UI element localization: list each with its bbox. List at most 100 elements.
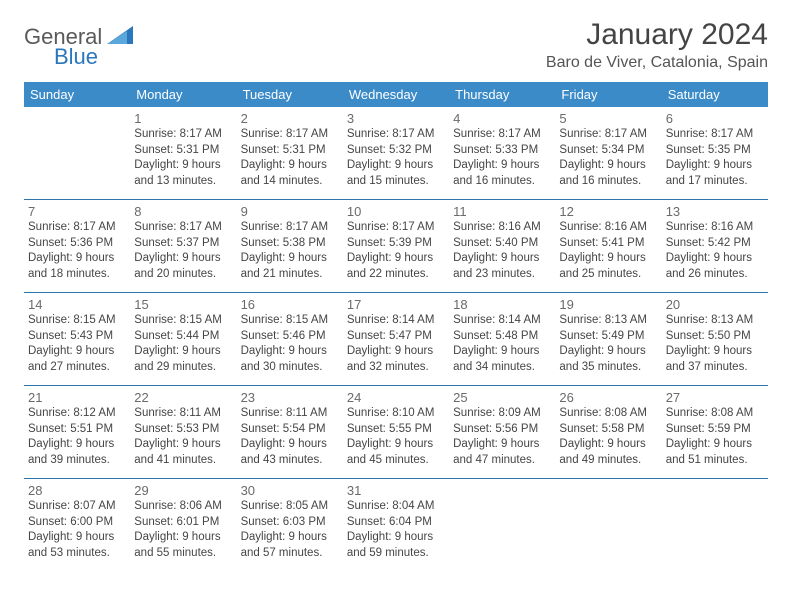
- cell-line-sr: Sunrise: 8:17 AM: [666, 127, 764, 143]
- cell-line-d1: Daylight: 9 hours: [134, 251, 232, 267]
- cell-line-ss: Sunset: 5:47 PM: [347, 329, 445, 345]
- cell-line-sr: Sunrise: 8:09 AM: [453, 406, 551, 422]
- calendar-cell: 28Sunrise: 8:07 AMSunset: 6:00 PMDayligh…: [24, 479, 130, 572]
- calendar-cell: 22Sunrise: 8:11 AMSunset: 5:53 PMDayligh…: [130, 386, 236, 479]
- calendar-cell: 12Sunrise: 8:16 AMSunset: 5:41 PMDayligh…: [555, 200, 661, 293]
- day-number: 10: [347, 204, 445, 219]
- cell-line-sr: Sunrise: 8:12 AM: [28, 406, 126, 422]
- brand-triangle-icon: [107, 26, 133, 49]
- cell-line-ss: Sunset: 5:56 PM: [453, 422, 551, 438]
- cell-line-ss: Sunset: 5:40 PM: [453, 236, 551, 252]
- calendar-cell: 17Sunrise: 8:14 AMSunset: 5:47 PMDayligh…: [343, 293, 449, 386]
- cell-line-d2: and 53 minutes.: [28, 546, 126, 562]
- cell-line-sr: Sunrise: 8:07 AM: [28, 499, 126, 515]
- cell-line-sr: Sunrise: 8:14 AM: [453, 313, 551, 329]
- day-number: 9: [241, 204, 339, 219]
- cell-line-d1: Daylight: 9 hours: [666, 344, 764, 360]
- cell-line-d2: and 51 minutes.: [666, 453, 764, 469]
- cell-line-d2: and 34 minutes.: [453, 360, 551, 376]
- day-number: 13: [666, 204, 764, 219]
- cell-line-d1: Daylight: 9 hours: [134, 158, 232, 174]
- cell-line-sr: Sunrise: 8:17 AM: [241, 220, 339, 236]
- cell-line-sr: Sunrise: 8:15 AM: [28, 313, 126, 329]
- cell-line-ss: Sunset: 5:49 PM: [559, 329, 657, 345]
- cell-line-d2: and 26 minutes.: [666, 267, 764, 283]
- cell-line-sr: Sunrise: 8:13 AM: [666, 313, 764, 329]
- cell-line-d1: Daylight: 9 hours: [347, 344, 445, 360]
- calendar-cell: 7Sunrise: 8:17 AMSunset: 5:36 PMDaylight…: [24, 200, 130, 293]
- cell-line-d1: Daylight: 9 hours: [28, 344, 126, 360]
- cell-line-sr: Sunrise: 8:11 AM: [241, 406, 339, 422]
- cell-line-sr: Sunrise: 8:16 AM: [666, 220, 764, 236]
- day-number: 28: [28, 483, 126, 498]
- cell-line-ss: Sunset: 5:41 PM: [559, 236, 657, 252]
- cell-line-ss: Sunset: 5:53 PM: [134, 422, 232, 438]
- cell-line-d1: Daylight: 9 hours: [453, 344, 551, 360]
- header: General January 2024 Baro de Viver, Cata…: [24, 18, 768, 72]
- day-number: 24: [347, 390, 445, 405]
- cell-line-ss: Sunset: 6:03 PM: [241, 515, 339, 531]
- day-number: 5: [559, 111, 657, 126]
- day-number: 18: [453, 297, 551, 312]
- cell-line-ss: Sunset: 5:46 PM: [241, 329, 339, 345]
- cell-line-d1: Daylight: 9 hours: [453, 158, 551, 174]
- day-number: 11: [453, 204, 551, 219]
- cell-line-ss: Sunset: 5:33 PM: [453, 143, 551, 159]
- cell-line-d2: and 41 minutes.: [134, 453, 232, 469]
- cell-line-d2: and 18 minutes.: [28, 267, 126, 283]
- day-header: Wednesday: [343, 82, 449, 107]
- cell-line-ss: Sunset: 5:36 PM: [28, 236, 126, 252]
- calendar-row: 21Sunrise: 8:12 AMSunset: 5:51 PMDayligh…: [24, 386, 768, 479]
- day-number: 17: [347, 297, 445, 312]
- cell-line-ss: Sunset: 5:37 PM: [134, 236, 232, 252]
- cell-line-sr: Sunrise: 8:08 AM: [666, 406, 764, 422]
- cell-line-sr: Sunrise: 8:13 AM: [559, 313, 657, 329]
- day-number: 25: [453, 390, 551, 405]
- calendar-cell: 16Sunrise: 8:15 AMSunset: 5:46 PMDayligh…: [237, 293, 343, 386]
- calendar-cell: 29Sunrise: 8:06 AMSunset: 6:01 PMDayligh…: [130, 479, 236, 572]
- calendar-cell: 27Sunrise: 8:08 AMSunset: 5:59 PMDayligh…: [662, 386, 768, 479]
- title-block: January 2024 Baro de Viver, Catalonia, S…: [546, 18, 768, 72]
- cell-line-ss: Sunset: 5:31 PM: [134, 143, 232, 159]
- cell-line-ss: Sunset: 5:31 PM: [241, 143, 339, 159]
- cell-line-ss: Sunset: 6:01 PM: [134, 515, 232, 531]
- calendar-cell: 11Sunrise: 8:16 AMSunset: 5:40 PMDayligh…: [449, 200, 555, 293]
- cell-line-d2: and 21 minutes.: [241, 267, 339, 283]
- cell-line-ss: Sunset: 5:58 PM: [559, 422, 657, 438]
- cell-line-d2: and 55 minutes.: [134, 546, 232, 562]
- cell-line-sr: Sunrise: 8:17 AM: [347, 127, 445, 143]
- calendar-cell: [662, 479, 768, 572]
- day-header: Thursday: [449, 82, 555, 107]
- cell-line-d1: Daylight: 9 hours: [666, 437, 764, 453]
- cell-line-ss: Sunset: 5:42 PM: [666, 236, 764, 252]
- cell-line-sr: Sunrise: 8:08 AM: [559, 406, 657, 422]
- cell-line-ss: Sunset: 5:48 PM: [453, 329, 551, 345]
- cell-line-sr: Sunrise: 8:17 AM: [241, 127, 339, 143]
- calendar-cell: 19Sunrise: 8:13 AMSunset: 5:49 PMDayligh…: [555, 293, 661, 386]
- cell-line-ss: Sunset: 5:59 PM: [666, 422, 764, 438]
- day-number: 22: [134, 390, 232, 405]
- day-number: 21: [28, 390, 126, 405]
- cell-line-d1: Daylight: 9 hours: [347, 437, 445, 453]
- cell-line-d1: Daylight: 9 hours: [666, 251, 764, 267]
- calendar-cell: 14Sunrise: 8:15 AMSunset: 5:43 PMDayligh…: [24, 293, 130, 386]
- calendar-cell: 18Sunrise: 8:14 AMSunset: 5:48 PMDayligh…: [449, 293, 555, 386]
- calendar-cell: 31Sunrise: 8:04 AMSunset: 6:04 PMDayligh…: [343, 479, 449, 572]
- cell-line-ss: Sunset: 5:32 PM: [347, 143, 445, 159]
- cell-line-d2: and 47 minutes.: [453, 453, 551, 469]
- cell-line-sr: Sunrise: 8:11 AM: [134, 406, 232, 422]
- day-header: Friday: [555, 82, 661, 107]
- cell-line-sr: Sunrise: 8:17 AM: [134, 127, 232, 143]
- cell-line-sr: Sunrise: 8:17 AM: [453, 127, 551, 143]
- calendar-cell: 21Sunrise: 8:12 AMSunset: 5:51 PMDayligh…: [24, 386, 130, 479]
- cell-line-d1: Daylight: 9 hours: [241, 344, 339, 360]
- brand-part2: Blue: [54, 44, 98, 69]
- cell-line-d2: and 25 minutes.: [559, 267, 657, 283]
- calendar-body: 1Sunrise: 8:17 AMSunset: 5:31 PMDaylight…: [24, 107, 768, 571]
- day-number: 12: [559, 204, 657, 219]
- calendar-row: 7Sunrise: 8:17 AMSunset: 5:36 PMDaylight…: [24, 200, 768, 293]
- day-number: 1: [134, 111, 232, 126]
- day-number: 30: [241, 483, 339, 498]
- calendar-cell: 4Sunrise: 8:17 AMSunset: 5:33 PMDaylight…: [449, 107, 555, 200]
- cell-line-d2: and 30 minutes.: [241, 360, 339, 376]
